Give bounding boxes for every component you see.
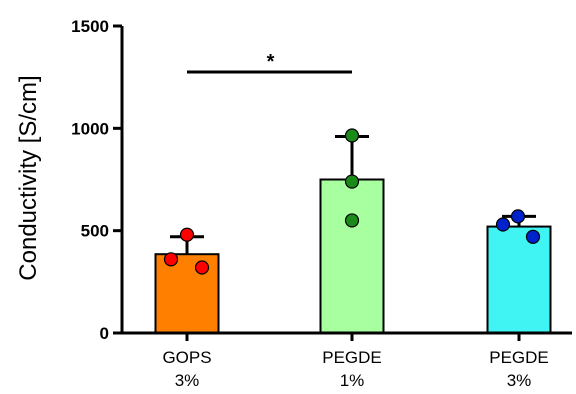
x-tick-label-0-line2: 3%	[175, 371, 200, 390]
data-point-0-2	[194, 260, 210, 275]
y-tick-label-0: 0	[100, 324, 109, 343]
y-axis-title: Conductivity [S/cm]	[15, 75, 42, 280]
data-point-0-1	[163, 252, 179, 267]
data-point-2-2	[525, 229, 541, 244]
x-tick-label-2-line2: 3%	[507, 371, 532, 390]
x-tick-label-2-line1: PEGDE	[489, 348, 549, 367]
bar-2	[486, 225, 552, 334]
data-point-2-1	[495, 217, 511, 232]
data-point-1-0	[344, 128, 360, 143]
y-tick-label-2: 1000	[71, 119, 109, 138]
chart-marks: *	[154, 51, 552, 335]
data-point-2-0	[510, 209, 526, 224]
data-point-1-1	[344, 174, 360, 189]
x-tick-label-0-line1: GOPS	[162, 348, 211, 367]
significance-label: *	[267, 51, 275, 73]
chart-axes: 0 500 1000 1500 GOPS 3% PEGDE 1% PEGDE 3%	[71, 17, 572, 390]
y-axis-title-group: Conductivity [S/cm]	[15, 75, 42, 280]
bar-0	[154, 253, 220, 335]
x-tick-label-1-line2: 1%	[340, 371, 365, 390]
x-tick-label-1-line1: PEGDE	[322, 348, 382, 367]
y-tick-label-1: 500	[81, 222, 109, 241]
data-point-1-2	[344, 213, 360, 228]
data-point-0-0	[179, 227, 195, 242]
bar-1	[319, 178, 385, 334]
y-tick-label-3: 1500	[71, 17, 109, 36]
